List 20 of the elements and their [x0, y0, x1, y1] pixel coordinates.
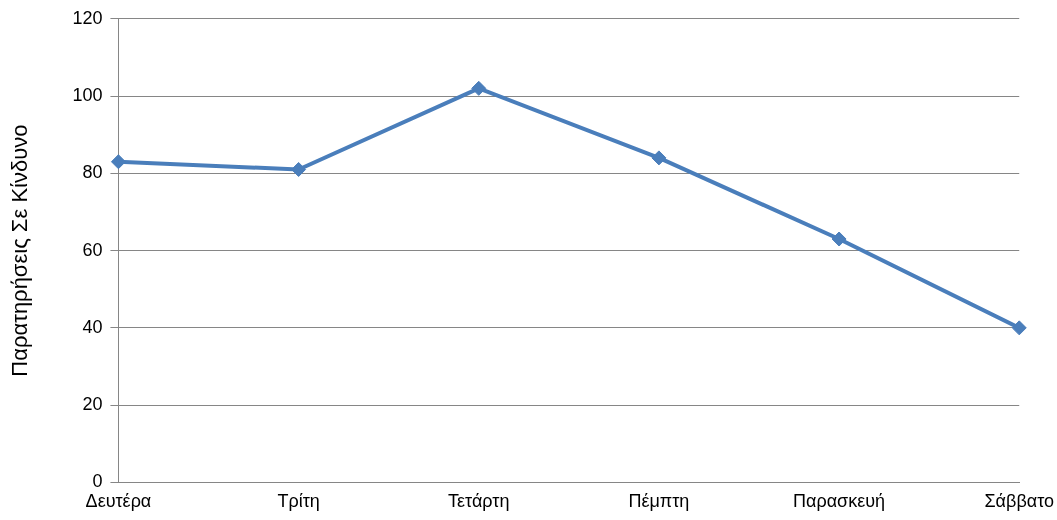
- point: [1011, 320, 1027, 336]
- x-tick-label: Πέμπτη: [628, 491, 690, 512]
- x-tick-label: Τετάρτη: [448, 491, 510, 512]
- y-tick-label: 60: [82, 239, 103, 260]
- y-tick-label: 40: [82, 316, 103, 337]
- point: [471, 80, 487, 96]
- point: [831, 231, 847, 247]
- y-tick-label: 20: [82, 394, 103, 415]
- point: [651, 150, 667, 166]
- y-tick-label: 0: [92, 471, 103, 492]
- x-tick-label: Δευτέρα: [85, 491, 152, 512]
- y-tick-label: 120: [72, 7, 103, 28]
- point: [110, 154, 126, 170]
- y-tick-label: 80: [82, 162, 103, 183]
- x-tick-label: Σάββατο: [984, 491, 1054, 512]
- x-tick-label: Τρίτη: [277, 491, 320, 512]
- x-tick-label: Παρασκευή: [793, 491, 886, 512]
- y-tick-label: 100: [72, 85, 103, 106]
- y-axis-title: Παρατηρήσεις Σε Κίνδυνο: [7, 124, 33, 377]
- point: [291, 161, 307, 177]
